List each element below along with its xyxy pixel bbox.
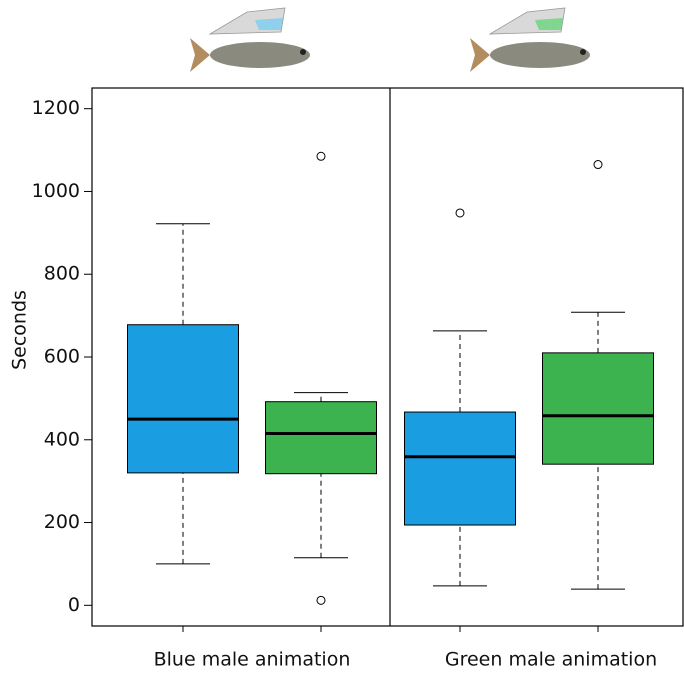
y-tick-label: 800 bbox=[44, 263, 80, 285]
y-tick-label: 400 bbox=[44, 428, 80, 450]
box bbox=[265, 401, 377, 475]
y-tick-label: 1000 bbox=[32, 180, 80, 202]
fish-icon bbox=[190, 7, 310, 72]
box bbox=[404, 411, 516, 526]
y-axis-label: Seconds bbox=[9, 290, 31, 370]
outlier bbox=[316, 595, 326, 605]
y-tick-label: 1200 bbox=[32, 97, 80, 119]
outlier bbox=[455, 208, 465, 218]
box bbox=[127, 324, 239, 474]
outlier bbox=[316, 151, 326, 161]
outlier bbox=[593, 160, 603, 170]
fish-icon bbox=[470, 7, 590, 72]
y-tick-label: 600 bbox=[44, 346, 80, 368]
panel-label: Green male animation bbox=[445, 649, 657, 671]
y-tick-label: 200 bbox=[44, 511, 80, 533]
panel-label: Blue male animation bbox=[154, 649, 351, 671]
y-tick-label: 0 bbox=[68, 594, 80, 616]
box bbox=[542, 352, 654, 465]
